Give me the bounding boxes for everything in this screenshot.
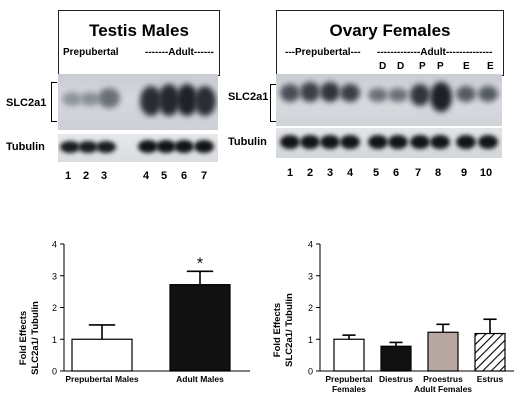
ovary-lane-4: 4 — [346, 167, 354, 179]
y-tick-label: 4 — [308, 240, 313, 250]
y-tick-label: 1 — [308, 335, 313, 345]
ovary-lane-10: 10 — [479, 167, 493, 179]
x-category-label: Estrus — [477, 374, 504, 384]
x-category-label: Adult Males — [176, 374, 224, 384]
bar — [427, 331, 459, 372]
ovary-slc-label: SLC2a1 — [228, 91, 269, 103]
ovary-panel-title: Ovary Females ---Prepubertal--- --------… — [276, 10, 504, 76]
bar — [71, 338, 133, 372]
y-tick-label: 1 — [52, 335, 57, 345]
testis-lane-4: 4 — [142, 170, 150, 182]
testis-lane-1: 1 — [64, 170, 72, 182]
ovary-stage-1: D — [379, 61, 387, 72]
testis-title: Testis Males — [89, 21, 189, 40]
testis-tubulin-blot — [58, 134, 218, 162]
x-category-label: Females — [332, 384, 366, 394]
ovary-stage-6: E — [487, 61, 494, 72]
ovary-slc-bracket — [270, 84, 276, 122]
ovary-adult-label: -------------Adult-------------- — [377, 47, 493, 58]
ovary-tubulin-blot — [276, 128, 502, 158]
testis-slc-label: SLC2a1 — [6, 97, 47, 109]
males-ylabel-line1: Fold Effects — [18, 311, 29, 365]
ovary-slc-blot — [276, 74, 502, 126]
ovary-lane-2: 2 — [306, 167, 314, 179]
ovary-prepubertal-label: ---Prepubertal--- — [285, 47, 361, 58]
males-ylabel-line2: SLC2a1/ Tubulin — [30, 301, 41, 375]
ovary-stage-3: P — [419, 61, 426, 72]
testis-adult-label: -------Adult------ — [145, 47, 214, 58]
x-category-label: Prepubertal — [325, 374, 372, 384]
females-bar-chart: Fold Effects SLC2a1/ Tubulin 0 1 2 3 4 Prepub… — [272, 240, 514, 394]
ovary-lane-8: 8 — [434, 167, 442, 179]
y-tick-label: 2 — [308, 303, 313, 313]
bar — [474, 332, 506, 372]
x-category-label: Diestrus — [379, 374, 413, 384]
x-group-label: Adult Females — [414, 384, 472, 394]
ovary-stage-5: E — [463, 61, 470, 72]
testis-slc-bracket — [51, 82, 57, 122]
testis-prepubertal-label: Prepubertal — [63, 47, 119, 58]
males-bar-chart: Fold Effects SLC2a1/ Tubulin 0 1 2 3 4 Prepub… — [18, 240, 250, 384]
bar — [380, 345, 412, 372]
ovary-lane-9: 9 — [460, 167, 468, 179]
y-tick-label: 0 — [308, 367, 313, 377]
ovary-lane-1: 1 — [286, 167, 294, 179]
y-tick-label: 2 — [52, 303, 57, 313]
y-tick-label: 0 — [52, 367, 57, 377]
y-tick-label: 4 — [52, 240, 57, 250]
testis-lane-2: 2 — [82, 170, 90, 182]
testis-lane-5: 5 — [160, 170, 168, 182]
testis-lane-7: 7 — [200, 170, 208, 182]
x-category-label: Prepubertal Males — [65, 374, 138, 384]
ovary-stage-4: P — [437, 61, 444, 72]
y-tick-label: 3 — [52, 271, 57, 281]
ovary-lane-3: 3 — [326, 167, 334, 179]
significance-marker: * — [197, 255, 203, 272]
females-ylabel-line1: Fold Effects — [272, 303, 283, 357]
x-category-label: Proestrus — [423, 374, 463, 384]
testis-panel-title: Testis Males Prepubertal -------Adult---… — [58, 10, 220, 76]
bar — [333, 338, 365, 372]
testis-lane-6: 6 — [180, 170, 188, 182]
testis-lane-3: 3 — [100, 170, 108, 182]
ovary-tubulin-label: Tubulin — [228, 136, 267, 148]
ovary-lane-6: 6 — [392, 167, 400, 179]
ovary-lane-5: 5 — [372, 167, 380, 179]
y-tick-label: 3 — [308, 271, 313, 281]
bar — [169, 284, 231, 372]
ovary-title: Ovary Females — [329, 21, 451, 40]
ovary-lane-7: 7 — [414, 167, 422, 179]
ovary-stage-2: D — [397, 61, 405, 72]
testis-slc-blot — [58, 74, 218, 130]
testis-tubulin-label: Tubulin — [6, 141, 45, 153]
females-ylabel-line2: SLC2a1/ Tubulin — [284, 293, 295, 367]
